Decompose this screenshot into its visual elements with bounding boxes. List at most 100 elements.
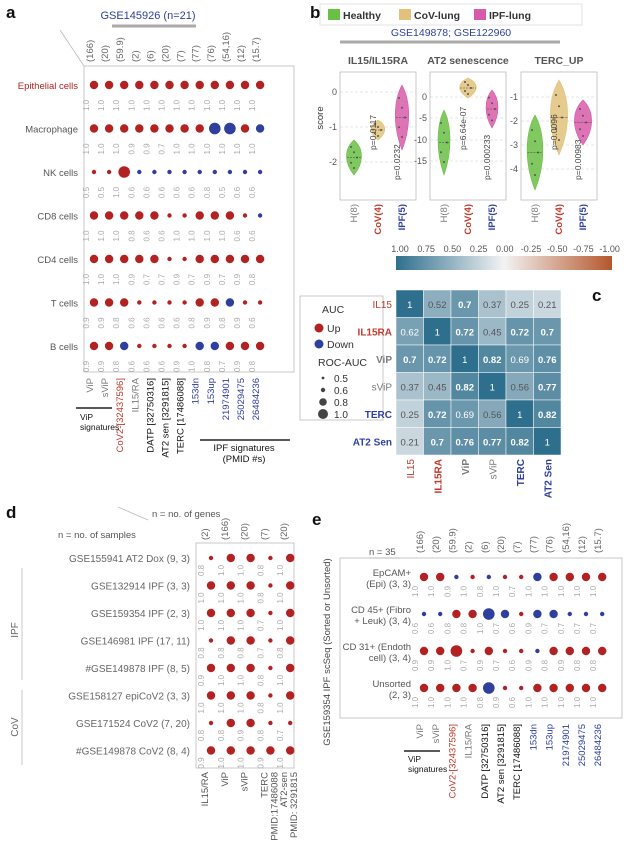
auc-dot	[567, 611, 572, 617]
auc-dot	[137, 300, 142, 305]
auc-dot	[257, 169, 263, 175]
y-tick: -1	[510, 92, 518, 102]
auc-value: 0.8	[256, 674, 265, 686]
legend-size-dot	[321, 376, 325, 380]
auc-value: 0.9	[233, 273, 242, 285]
heatmap-cell	[478, 344, 507, 373]
auc-dot	[240, 124, 250, 133]
auc-dot	[212, 169, 217, 175]
auc-dot	[182, 300, 187, 305]
auc-dot	[167, 343, 172, 349]
auc-value: 0.8	[112, 317, 121, 329]
column-label: IL15/RA	[464, 723, 475, 758]
auc-value: 1.0	[97, 230, 106, 242]
row-label: B cells	[50, 342, 78, 353]
auc-value: 1.0	[158, 99, 167, 111]
auc-dot	[286, 553, 295, 563]
row-label: GSE158127 epiCoV2 (3, 3)	[68, 692, 190, 703]
auc-dot	[104, 254, 114, 264]
auc-dot	[150, 211, 159, 220]
auc-dot	[246, 746, 255, 755]
auc-dot	[598, 683, 607, 693]
auc-value: 1.0	[173, 143, 182, 155]
auc-dot	[468, 609, 477, 619]
auc-value: 1.0	[276, 592, 285, 604]
violin-point	[374, 132, 376, 134]
auc-dot	[91, 169, 97, 175]
column-count: (76)	[545, 536, 556, 553]
heatmap-value: 0.21	[401, 437, 420, 448]
auc-value: 0.7	[573, 622, 582, 634]
auc-value: 0.6	[188, 186, 197, 198]
auc-dot	[268, 693, 273, 698]
auc-value: 0.8	[476, 696, 485, 708]
auc-dot	[120, 80, 129, 90]
legend-swatch	[328, 9, 340, 20]
samples-header: n = no. of samples	[58, 530, 136, 541]
heatmap-value: 1	[545, 437, 550, 448]
auc-value: 0.9	[197, 674, 206, 686]
auc-value: 1.0	[218, 99, 227, 111]
column-count: (6)	[145, 50, 156, 62]
auc-dot	[549, 572, 558, 582]
heatmap-cell	[423, 317, 452, 346]
violin-point	[464, 81, 466, 83]
auc-value: 1.0	[112, 99, 121, 111]
violin-point	[440, 122, 442, 124]
violin-point	[350, 146, 352, 148]
colorbar-tick: 0.75	[417, 244, 435, 254]
auc-value: 0.8	[256, 592, 265, 604]
column-label: TERC [17486088]	[512, 724, 523, 800]
auc-value: 0.6	[411, 622, 420, 634]
violin-point	[534, 174, 536, 176]
auc-dot	[224, 122, 236, 135]
auc-dot	[225, 80, 235, 90]
heatmap-cell	[423, 427, 452, 456]
heatmap-value: 1	[517, 410, 522, 421]
auc-value: 1.0	[218, 230, 227, 242]
auc-value: 1.0	[460, 585, 469, 597]
auc-value: 0.8	[203, 360, 212, 372]
heatmap-col-label: sViP	[488, 459, 499, 480]
heatmap-value: 0.77	[538, 382, 557, 393]
column-label: ViP	[220, 772, 231, 787]
auc-dot	[135, 124, 144, 133]
violin-point	[353, 151, 355, 154]
heatmap-value: 0.7	[431, 437, 444, 448]
legend-roc-title: ROC-AUC	[318, 357, 367, 369]
auc-dot	[137, 343, 142, 349]
p-value: p=0.00983	[573, 139, 583, 180]
x-group-label: IPF(5)	[578, 204, 589, 230]
heatmap-value: 1	[407, 300, 412, 311]
heatmap-col-label: TERC	[516, 459, 527, 486]
legend-up-swatch	[314, 323, 324, 333]
ipf-group-label: IPF	[10, 622, 21, 638]
y-tick: -5	[419, 113, 427, 123]
violin-point	[440, 151, 442, 154]
column-count: (7)	[512, 541, 523, 553]
y-tick: -3	[510, 140, 518, 150]
violin-point	[377, 126, 379, 128]
auc-legend: AUC Up Down ROC-AUC 0.50.60.81.0	[299, 295, 384, 421]
auc-value: 1.0	[276, 757, 285, 769]
auc-dot	[195, 211, 204, 220]
auc-value: 0.8	[248, 360, 257, 372]
heatmap-value: 1	[435, 327, 440, 338]
auc-value: 0.6	[158, 186, 167, 198]
colorbar-tick: -0.25	[521, 244, 542, 254]
auc-dot	[182, 256, 187, 262]
auc-value: 0.9	[127, 143, 136, 155]
auc-dot	[242, 169, 248, 175]
auc-dot	[246, 581, 255, 590]
colorbar-tick: 1.00	[391, 244, 409, 254]
column-count: (20)	[100, 45, 111, 62]
heatmap-value: 1	[462, 355, 467, 366]
auc-dot	[255, 254, 265, 264]
column-label: ViP	[415, 724, 426, 739]
heatmap-value: 0.25	[401, 410, 420, 421]
auc-dot	[598, 572, 607, 582]
column-count: (2)	[200, 528, 211, 540]
auc-dot	[89, 298, 99, 307]
auc-value: 0.9	[142, 143, 151, 155]
panel-a-dataset: GSE145926 (n=21)	[100, 10, 195, 22]
